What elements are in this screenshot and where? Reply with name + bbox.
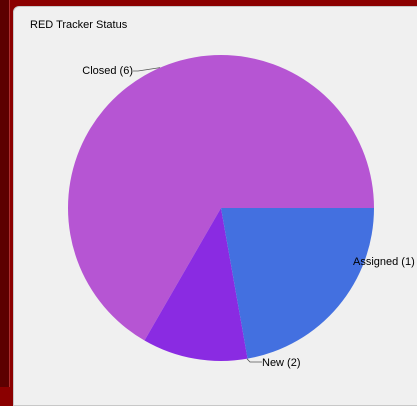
chart-title: RED Tracker Status bbox=[30, 19, 128, 31]
pie-slice-assigned[interactable] bbox=[144, 208, 248, 362]
slice-label-assigned: Assigned (1) bbox=[353, 256, 415, 268]
pie-slice-new[interactable] bbox=[221, 208, 374, 359]
leader-line-closed bbox=[133, 67, 161, 72]
leader-line-new bbox=[246, 358, 262, 363]
pie-chart: Closed (6) Assigned (1) New (2) bbox=[67, 54, 415, 369]
slice-label-new: New (2) bbox=[262, 357, 301, 369]
left-sidebar-strip bbox=[0, 0, 10, 387]
slice-label-closed: Closed (6) bbox=[82, 65, 133, 77]
pie-slice-closed[interactable] bbox=[67, 54, 374, 341]
